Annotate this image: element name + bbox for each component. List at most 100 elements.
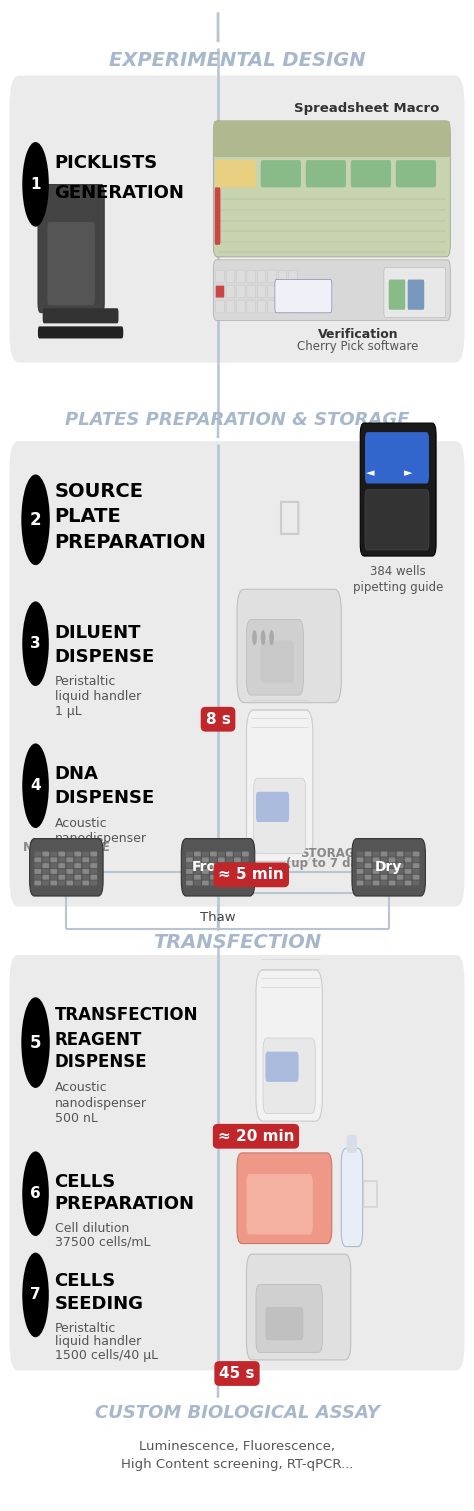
- FancyBboxPatch shape: [242, 875, 249, 879]
- FancyBboxPatch shape: [210, 852, 217, 857]
- FancyBboxPatch shape: [186, 857, 193, 863]
- FancyBboxPatch shape: [381, 869, 387, 873]
- FancyBboxPatch shape: [356, 852, 364, 857]
- FancyBboxPatch shape: [226, 286, 235, 298]
- FancyBboxPatch shape: [389, 869, 395, 873]
- FancyBboxPatch shape: [389, 857, 395, 863]
- FancyBboxPatch shape: [268, 301, 276, 313]
- FancyBboxPatch shape: [202, 852, 209, 857]
- FancyBboxPatch shape: [42, 869, 49, 873]
- FancyBboxPatch shape: [9, 76, 465, 363]
- FancyBboxPatch shape: [66, 875, 73, 879]
- FancyBboxPatch shape: [237, 270, 245, 283]
- FancyBboxPatch shape: [389, 875, 395, 879]
- FancyBboxPatch shape: [210, 875, 217, 879]
- FancyBboxPatch shape: [213, 121, 450, 257]
- FancyBboxPatch shape: [181, 839, 255, 896]
- FancyBboxPatch shape: [246, 710, 313, 861]
- FancyBboxPatch shape: [237, 301, 245, 313]
- Text: CELLS: CELLS: [55, 1272, 116, 1290]
- FancyBboxPatch shape: [356, 881, 364, 885]
- FancyBboxPatch shape: [268, 286, 276, 298]
- FancyBboxPatch shape: [265, 1052, 299, 1082]
- Text: ►: ►: [404, 468, 412, 477]
- Text: ◄: ◄: [366, 468, 375, 477]
- Circle shape: [252, 630, 257, 645]
- FancyBboxPatch shape: [237, 1153, 332, 1244]
- Text: ≈ 5 min: ≈ 5 min: [219, 867, 284, 882]
- FancyBboxPatch shape: [58, 857, 65, 863]
- FancyBboxPatch shape: [226, 863, 233, 867]
- Text: DNA: DNA: [55, 765, 99, 783]
- FancyBboxPatch shape: [216, 160, 256, 187]
- FancyBboxPatch shape: [365, 432, 429, 484]
- FancyBboxPatch shape: [66, 852, 73, 857]
- FancyBboxPatch shape: [278, 270, 287, 283]
- Text: Luminescence, Fluorescence,
High Content screening, RT-qPCR...: Luminescence, Fluorescence, High Content…: [121, 1440, 353, 1470]
- FancyBboxPatch shape: [42, 875, 49, 879]
- FancyBboxPatch shape: [194, 863, 201, 867]
- FancyBboxPatch shape: [413, 869, 419, 873]
- FancyBboxPatch shape: [405, 869, 411, 873]
- FancyBboxPatch shape: [381, 852, 387, 857]
- Text: DISPENSE: DISPENSE: [55, 648, 155, 666]
- FancyBboxPatch shape: [34, 869, 41, 873]
- Text: ✋: ✋: [361, 1179, 379, 1209]
- Text: 1: 1: [30, 177, 41, 192]
- FancyBboxPatch shape: [38, 184, 104, 313]
- FancyBboxPatch shape: [186, 875, 193, 879]
- Text: REAGENT: REAGENT: [55, 1031, 142, 1049]
- FancyBboxPatch shape: [186, 881, 193, 885]
- Text: liquid handler: liquid handler: [55, 691, 141, 703]
- FancyBboxPatch shape: [413, 857, 419, 863]
- FancyBboxPatch shape: [408, 280, 424, 310]
- FancyBboxPatch shape: [256, 1284, 322, 1352]
- FancyBboxPatch shape: [43, 308, 118, 323]
- Text: PICKLISTS: PICKLISTS: [55, 154, 158, 172]
- FancyBboxPatch shape: [397, 881, 403, 885]
- Text: TRANSFECTION: TRANSFECTION: [55, 1006, 198, 1024]
- FancyBboxPatch shape: [381, 857, 387, 863]
- FancyBboxPatch shape: [257, 286, 266, 298]
- FancyBboxPatch shape: [194, 869, 201, 873]
- FancyBboxPatch shape: [218, 869, 225, 873]
- FancyBboxPatch shape: [365, 869, 372, 873]
- FancyBboxPatch shape: [373, 881, 380, 885]
- Circle shape: [22, 142, 49, 227]
- FancyBboxPatch shape: [218, 857, 225, 863]
- FancyBboxPatch shape: [58, 852, 65, 857]
- Text: STORAGE: STORAGE: [301, 846, 363, 860]
- FancyBboxPatch shape: [405, 852, 411, 857]
- Text: nanodispenser: nanodispenser: [55, 833, 146, 845]
- FancyBboxPatch shape: [365, 863, 372, 867]
- FancyBboxPatch shape: [226, 852, 233, 857]
- FancyBboxPatch shape: [91, 875, 97, 879]
- Text: PREPARATION: PREPARATION: [55, 533, 206, 552]
- FancyBboxPatch shape: [226, 881, 233, 885]
- FancyBboxPatch shape: [74, 875, 81, 879]
- FancyBboxPatch shape: [246, 1254, 351, 1360]
- FancyBboxPatch shape: [58, 881, 65, 885]
- FancyBboxPatch shape: [58, 875, 65, 879]
- FancyBboxPatch shape: [82, 869, 89, 873]
- FancyBboxPatch shape: [246, 1174, 313, 1234]
- Text: 3: 3: [30, 636, 41, 651]
- FancyBboxPatch shape: [234, 875, 241, 879]
- Text: Acoustic: Acoustic: [55, 817, 107, 830]
- FancyBboxPatch shape: [50, 857, 57, 863]
- FancyBboxPatch shape: [234, 852, 241, 857]
- Circle shape: [21, 997, 50, 1088]
- FancyBboxPatch shape: [210, 869, 217, 873]
- FancyBboxPatch shape: [356, 863, 364, 867]
- FancyBboxPatch shape: [261, 641, 294, 683]
- FancyBboxPatch shape: [261, 160, 301, 187]
- FancyBboxPatch shape: [66, 881, 73, 885]
- FancyBboxPatch shape: [91, 857, 97, 863]
- Text: 7: 7: [30, 1287, 41, 1302]
- FancyBboxPatch shape: [42, 881, 49, 885]
- FancyBboxPatch shape: [38, 326, 123, 338]
- FancyBboxPatch shape: [242, 881, 249, 885]
- Text: 8 s: 8 s: [206, 712, 230, 727]
- Circle shape: [261, 630, 265, 645]
- FancyBboxPatch shape: [74, 863, 81, 867]
